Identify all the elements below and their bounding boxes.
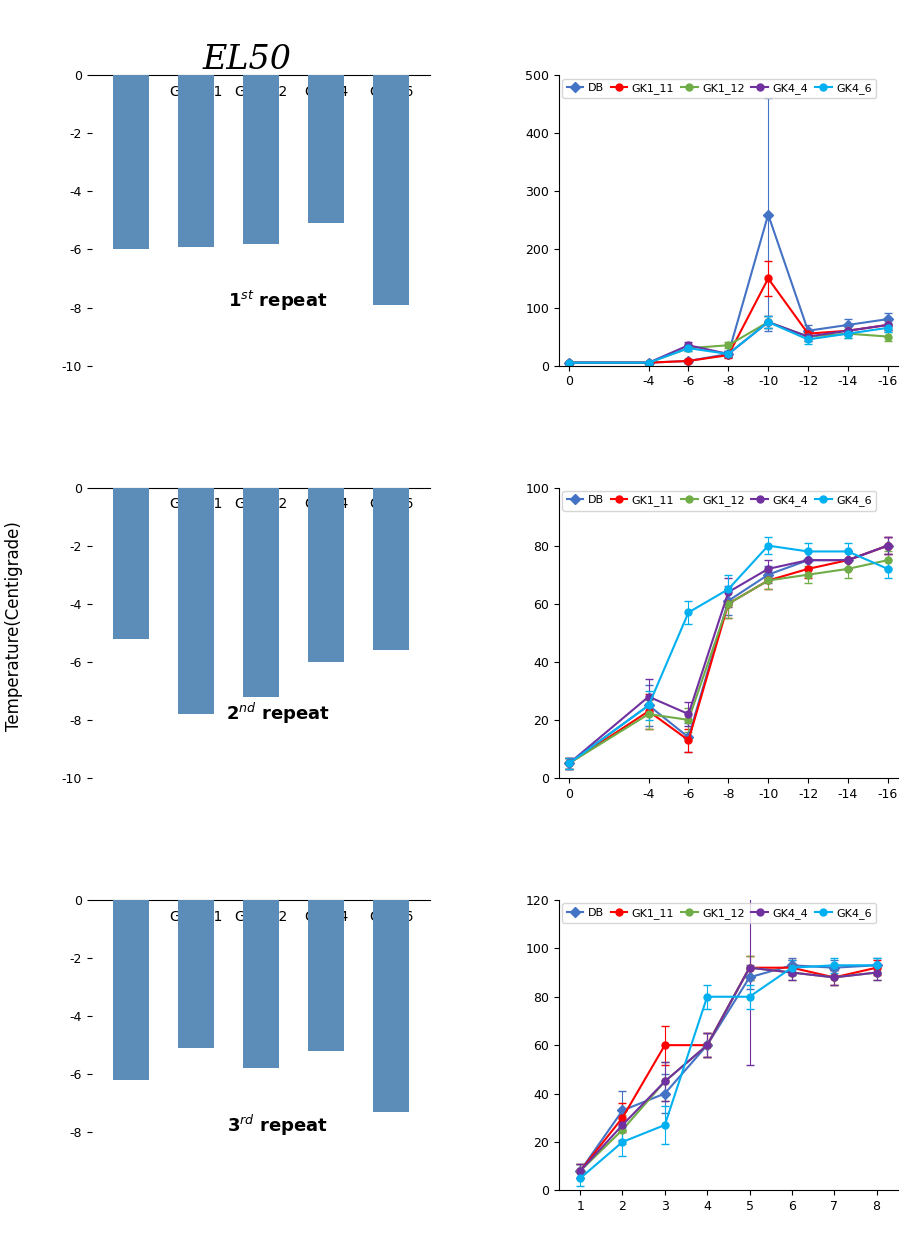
Bar — [374, 900, 409, 1111]
Bar — [243, 75, 278, 243]
Bar — [178, 75, 213, 247]
Bar — [374, 487, 409, 650]
Bar — [308, 900, 344, 1051]
Bar — [178, 900, 213, 1048]
Bar — [308, 75, 344, 223]
Bar — [308, 487, 344, 662]
Legend: DB, GK1_11, GK1_12, GK4_4, GK4_6: DB, GK1_11, GK1_12, GK4_4, GK4_6 — [562, 903, 876, 923]
Legend: DB, GK1_11, GK1_12, GK4_4, GK4_6: DB, GK1_11, GK1_12, GK4_4, GK4_6 — [562, 79, 876, 98]
Text: 2$^{nd}$ repeat: 2$^{nd}$ repeat — [226, 700, 330, 725]
Text: 1$^{st}$ repeat: 1$^{st}$ repeat — [228, 289, 328, 313]
Text: 3$^{rd}$ repeat: 3$^{rd}$ repeat — [227, 1113, 329, 1138]
Bar — [243, 487, 278, 697]
Legend: DB, GK1_11, GK1_12, GK4_4, GK4_6: DB, GK1_11, GK1_12, GK4_4, GK4_6 — [562, 491, 876, 511]
Bar — [374, 75, 409, 304]
Bar — [113, 487, 148, 639]
Text: Temperature(Centigrade): Temperature(Centigrade) — [5, 521, 23, 732]
Bar — [113, 900, 148, 1080]
Bar — [113, 75, 148, 249]
Bar — [243, 900, 278, 1069]
Text: EL50: EL50 — [202, 44, 292, 76]
Bar — [178, 487, 213, 714]
